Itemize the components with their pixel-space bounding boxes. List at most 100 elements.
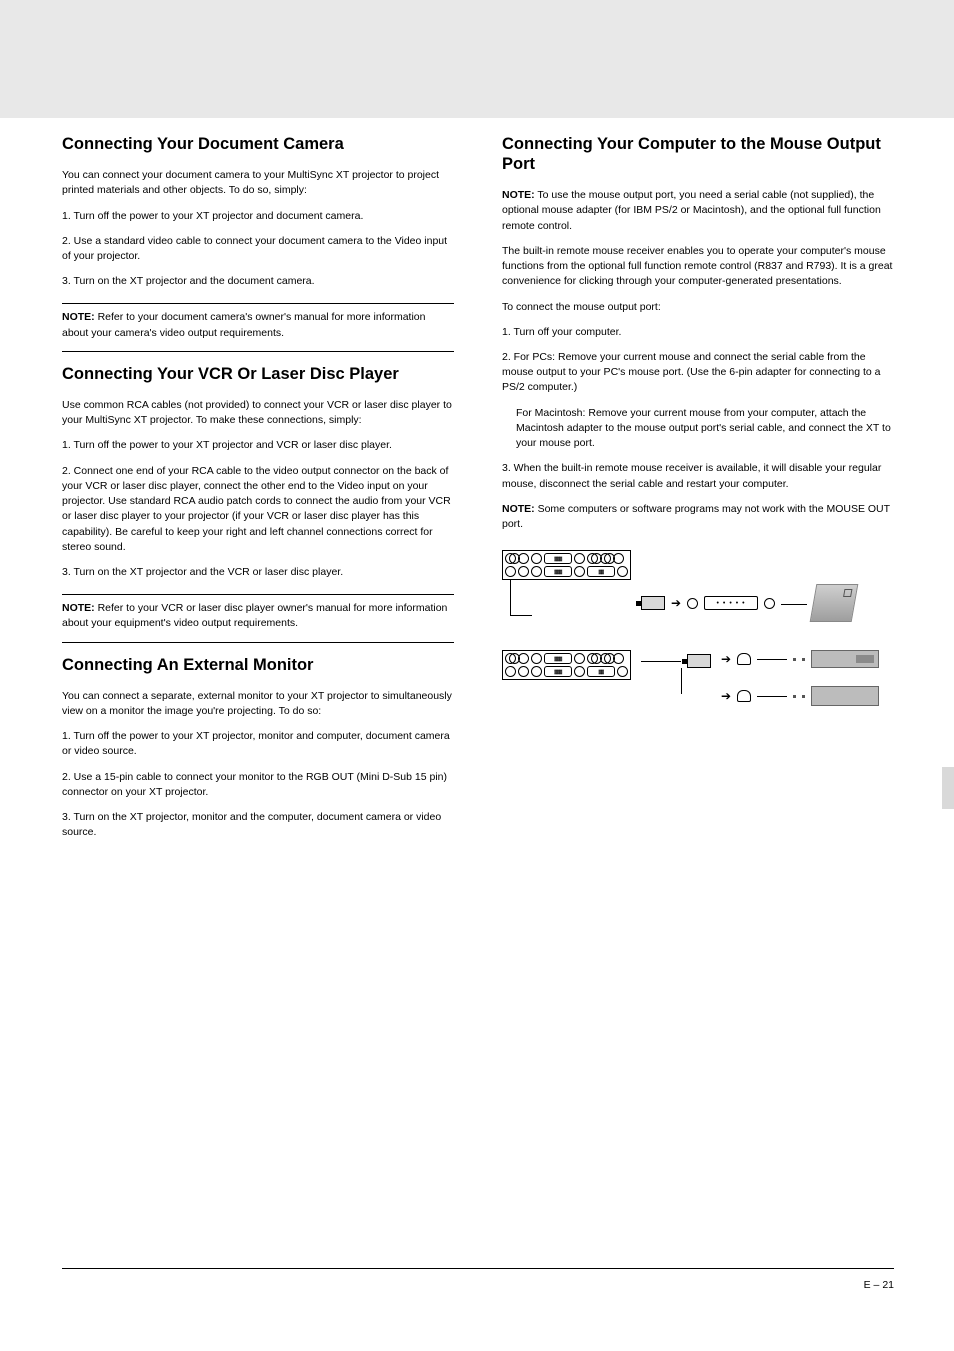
cable-line	[757, 659, 787, 660]
mouse-intro: The built-in remote mouse receiver enabl…	[502, 244, 894, 290]
mouse-note1: NOTE: To use the mouse output port, you …	[502, 188, 894, 234]
connector-icon	[764, 598, 775, 609]
diagram-mac-row: ▓▓▓ ▓▓▓ ▓▓	[502, 550, 894, 622]
page-number: E – 21	[864, 1279, 894, 1291]
adapter-icon	[641, 596, 665, 610]
pc-targets: ➔ ➔	[721, 650, 879, 706]
cable-line	[681, 668, 682, 694]
macintosh-icon	[810, 584, 859, 622]
vcr-intro: Use common RCA cables (not provided) to …	[62, 398, 454, 428]
cable-line	[641, 661, 681, 662]
serial-connector-icon: • • • • •	[704, 596, 758, 610]
port-icon: ▓▓	[587, 566, 615, 577]
connector-icon	[793, 658, 796, 661]
left-column: Connecting Your Document Camera You can …	[62, 134, 454, 851]
projector-panel: ▓▓▓ ▓▓▓ ▓▓	[502, 550, 631, 616]
port-icon	[531, 553, 542, 564]
mouse-icon	[737, 690, 751, 702]
cable-chain: ➔ • • • • •	[641, 584, 855, 622]
port-icon	[617, 666, 628, 677]
cable-line	[757, 696, 787, 697]
right-column: Connecting Your Computer to the Mouse Ou…	[502, 134, 894, 851]
connector-icon	[793, 695, 796, 698]
heading-external-monitor: Connecting An External Monitor	[62, 655, 454, 675]
note-label: NOTE:	[62, 602, 95, 614]
mouse-note2: NOTE: Some computers or software program…	[502, 502, 894, 532]
mouse-howto: To connect the mouse output port:	[502, 300, 894, 315]
mouse-step2-mac: For Macintosh: Remove your current mouse…	[516, 406, 894, 452]
port-icon	[531, 666, 542, 677]
page-edge-tab	[942, 767, 954, 809]
port-icon	[574, 653, 585, 664]
port-icon: ▓▓▓	[544, 666, 572, 677]
port-icon	[574, 666, 585, 677]
connection-diagrams: ▓▓▓ ▓▓▓ ▓▓	[502, 550, 894, 706]
connector-icon	[687, 598, 698, 609]
diagram-pc-row: ▓▓▓ ▓▓▓ ▓▓	[502, 650, 894, 706]
desktop-pc-icon	[811, 650, 879, 668]
heading-vcr: Connecting Your VCR Or Laser Disc Player	[62, 364, 454, 384]
monitor-step1: 1. Turn off the power to your XT project…	[62, 729, 454, 759]
doc-camera-intro: You can connect your document camera to …	[62, 168, 454, 198]
port-icon: ▓▓▓	[544, 566, 572, 577]
note-label: NOTE:	[502, 189, 535, 201]
arrow-icon: ➔	[671, 597, 681, 609]
port-icon: ▓▓▓	[544, 553, 572, 564]
port-icon	[574, 566, 585, 577]
port-icon	[518, 666, 529, 677]
note-label: NOTE:	[62, 311, 95, 323]
projector-panel: ▓▓▓ ▓▓▓ ▓▓	[502, 650, 631, 680]
monitor-step3: 3. Turn on the XT projector, monitor and…	[62, 810, 454, 840]
header-band	[0, 0, 954, 118]
vcr-step1: 1. Turn off the power to your XT project…	[62, 438, 454, 453]
port-icon	[531, 653, 542, 664]
port-icon	[505, 566, 516, 577]
connector-icon	[802, 658, 805, 661]
mouse-step3: 3. When the built-in remote mouse receiv…	[502, 461, 894, 491]
vcr-note: NOTE: Refer to your VCR or laser disc pl…	[62, 601, 454, 631]
doc-camera-step3: 3. Turn on the XT projector and the docu…	[62, 274, 454, 289]
divider	[62, 594, 454, 595]
cable-line	[781, 604, 807, 605]
desktop-target: ➔	[721, 650, 879, 668]
doc-camera-note: NOTE: Refer to your document camera's ow…	[62, 310, 454, 340]
port-icon	[600, 653, 611, 664]
port-icon	[600, 553, 611, 564]
port-icon	[531, 566, 542, 577]
monitor-step2: 2. Use a 15-pin cable to connect your mo…	[62, 770, 454, 800]
mouse-icon	[737, 653, 751, 665]
port-icon: ▓▓▓	[544, 653, 572, 664]
footer-rule	[62, 1268, 894, 1269]
main-content: Connecting Your Document Camera You can …	[0, 118, 954, 851]
adapter-icon	[687, 654, 711, 668]
doc-camera-step1: 1. Turn off the power to your XT project…	[62, 209, 454, 224]
note-text: To use the mouse output port, you need a…	[502, 189, 881, 231]
note-text: Refer to your VCR or laser disc player o…	[62, 602, 447, 629]
port-icon	[518, 566, 529, 577]
cable-line	[510, 580, 532, 616]
divider	[62, 351, 454, 352]
note-text: Some computers or software programs may …	[502, 503, 890, 530]
doc-camera-step2: 2. Use a standard video cable to connect…	[62, 234, 454, 264]
port-icon	[574, 553, 585, 564]
heading-mouse-port: Connecting Your Computer to the Mouse Ou…	[502, 134, 894, 174]
port-icon	[505, 553, 516, 564]
mouse-step2-pc: 2. For PCs: Remove your current mouse an…	[502, 350, 894, 396]
cable-split	[641, 654, 711, 694]
connector-icon	[802, 695, 805, 698]
note-label: NOTE:	[502, 503, 535, 515]
port-icon	[587, 653, 598, 664]
tower-target: ➔	[721, 686, 879, 706]
port-icon: ▓▓	[587, 666, 615, 677]
divider	[62, 642, 454, 643]
note-text: Refer to your document camera's owner's …	[62, 311, 426, 338]
notebook-pc-icon	[811, 686, 879, 706]
port-icon	[505, 653, 516, 664]
heading-doc-camera: Connecting Your Document Camera	[62, 134, 454, 154]
port-icon	[505, 666, 516, 677]
vcr-step3: 3. Turn on the XT projector and the VCR …	[62, 565, 454, 580]
arrow-icon: ➔	[721, 653, 731, 665]
monitor-intro: You can connect a separate, external mon…	[62, 689, 454, 719]
mouse-step1: 1. Turn off your computer.	[502, 325, 894, 340]
vcr-step2: 2. Connect one end of your RCA cable to …	[62, 464, 454, 555]
